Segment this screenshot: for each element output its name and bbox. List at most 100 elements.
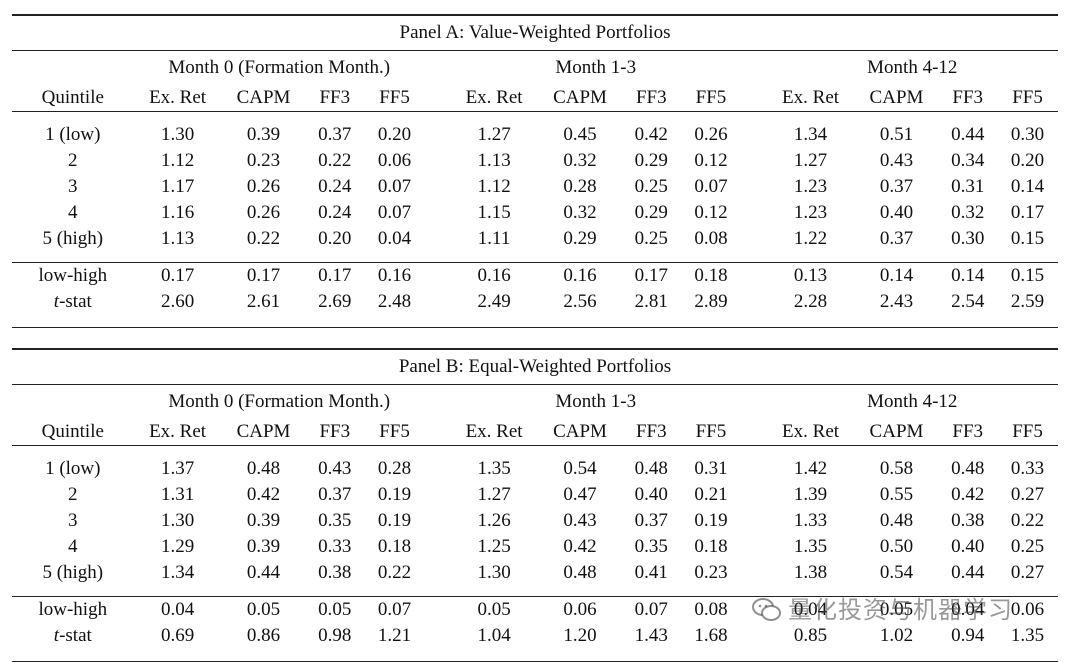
results-table: Panel B: Equal-Weighted Portfolios Month … (12, 348, 1058, 662)
table-cell: 2.60 (160, 291, 195, 312)
row-label: t-stat (12, 289, 134, 315)
table-cell: 1.27 (793, 150, 828, 171)
table-cell: 0.35 (634, 536, 668, 557)
table-cell: 0.43 (879, 150, 914, 171)
row-label: 2 (68, 150, 78, 171)
column-header: FF5 (680, 85, 742, 112)
table-cell: 0.04 (133, 596, 222, 623)
column-header: Ex. Ret (450, 85, 539, 112)
table-cell: 2.49 (477, 291, 511, 312)
table-cell: 0.05 (305, 596, 365, 623)
table-cell: 0.44 (951, 124, 985, 145)
table-cell: 0.07 (621, 596, 681, 623)
table-cell: 0.37 (318, 124, 352, 145)
table-cell: 0.05 (854, 596, 939, 623)
panel-b: Panel B: Equal-Weighted Portfolios Month … (12, 348, 1058, 662)
table-cell: 2.61 (246, 291, 281, 312)
table-cell: 0.26 (246, 176, 281, 197)
column-header: FF3 (305, 419, 365, 446)
table-cell: 0.37 (318, 484, 352, 505)
row-label: 4 (68, 536, 78, 557)
table-cell: 0.20 (377, 124, 412, 145)
table-cell: 1.11 (477, 228, 511, 249)
column-header: CAPM (538, 419, 622, 446)
table-cell: 0.20 (1010, 150, 1045, 171)
column-header: FF5 (997, 85, 1058, 112)
quintile-header: Quintile (12, 419, 134, 446)
table-cell: 0.26 (246, 202, 281, 223)
table-cell: 0.48 (634, 458, 668, 479)
table-cell: 0.18 (694, 536, 728, 557)
table-cell: 0.27 (1010, 484, 1045, 505)
table-cell: 1.37 (160, 458, 195, 479)
table-cell: 0.12 (694, 202, 728, 223)
table-cell: 0.86 (246, 625, 281, 646)
table-cell: 0.30 (951, 228, 985, 249)
table-cell: 0.39 (246, 536, 281, 557)
table-row: 2 1.12 0.23 0.22 0.06 1.13 0.32 0.29 0.12 1.27 0.4… (12, 148, 1058, 174)
summary-row: low-high 0.17 0.17 0.17 0.16 0.16 0.16 0.17 0.18… (12, 262, 1058, 289)
table-cell: 1.13 (160, 228, 195, 249)
column-header: FF5 (997, 419, 1058, 446)
table-cell: 0.22 (1010, 510, 1045, 531)
table-cell: 0.45 (563, 124, 597, 145)
table-cell: 0.42 (951, 484, 985, 505)
table-cell: 0.14 (1010, 176, 1045, 197)
table-cell: 0.29 (563, 228, 597, 249)
table-cell: 0.31 (694, 458, 728, 479)
row-label: 1 (low) (45, 124, 101, 145)
table-cell: 1.35 (477, 458, 511, 479)
table-cell: 0.48 (246, 458, 281, 479)
table-cell: 0.06 (377, 150, 412, 171)
table-cell: 0.08 (680, 596, 742, 623)
table-cell: 1.15 (477, 202, 511, 223)
table-cell: 0.17 (621, 262, 681, 289)
table-cell: 0.39 (246, 510, 281, 531)
table-cell: 0.23 (246, 150, 281, 171)
table-cell: 1.26 (477, 510, 511, 531)
table-cell: 0.43 (563, 510, 597, 531)
table-cell: 1.23 (793, 176, 828, 197)
table-cell: 0.16 (450, 262, 539, 289)
table-cell: 0.38 (951, 510, 985, 531)
column-header: CAPM (538, 85, 622, 112)
column-header: CAPM (854, 85, 939, 112)
table-cell: 0.15 (1010, 228, 1045, 249)
table-cell: 0.38 (318, 562, 352, 583)
summary-row: t-stat 0.69 0.86 0.98 1.21 1.04 1.20 1.43 1.68 0.… (12, 623, 1058, 649)
table-cell: 1.16 (160, 202, 195, 223)
table-cell: 2.89 (694, 291, 728, 312)
table-cell: 1.33 (793, 510, 828, 531)
table-cell: 0.54 (879, 562, 914, 583)
column-header: Ex. Ret (133, 85, 222, 112)
table-cell: 0.20 (318, 228, 352, 249)
table-cell: 2.48 (377, 291, 412, 312)
table-cell: 1.27 (477, 484, 511, 505)
table-cell: 0.25 (634, 176, 668, 197)
table-cell: 2.43 (879, 291, 914, 312)
table-cell: 1.34 (793, 124, 828, 145)
table-cell: 0.07 (694, 176, 728, 197)
table-cell: 0.25 (1010, 536, 1045, 557)
table-cell: 0.06 (538, 596, 622, 623)
table-cell: 0.39 (246, 124, 281, 145)
table-cell: 0.14 (854, 262, 939, 289)
table-cell: 1.12 (160, 150, 195, 171)
table-cell: 0.04 (938, 596, 998, 623)
table-cell: 0.26 (694, 124, 728, 145)
column-header: FF3 (938, 419, 998, 446)
table-cell: 0.37 (879, 176, 914, 197)
table-cell: 1.31 (160, 484, 195, 505)
table-cell: 0.13 (766, 262, 855, 289)
table-cell: 1.23 (793, 202, 828, 223)
table-cell: 0.98 (318, 625, 352, 646)
table-cell: 0.06 (997, 596, 1058, 623)
column-header: Ex. Ret (766, 85, 855, 112)
table-cell: 0.42 (634, 124, 668, 145)
table-cell: 0.24 (318, 202, 352, 223)
table-cell: 0.54 (563, 458, 597, 479)
row-label: 3 (68, 176, 78, 197)
table-cell: 0.40 (951, 536, 985, 557)
table-cell: 0.17 (1010, 202, 1045, 223)
group-header: Month 0 (Formation Month.) (168, 57, 391, 78)
